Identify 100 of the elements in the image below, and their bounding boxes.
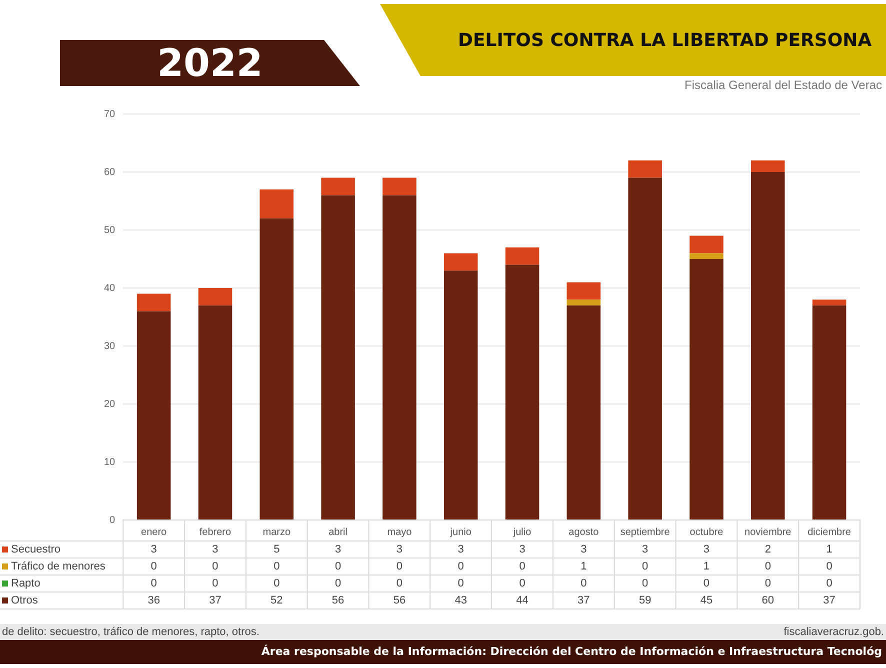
- bar: [382, 195, 416, 520]
- legend-label: Rapto: [11, 578, 40, 590]
- legend-label: Secuestro: [11, 544, 61, 556]
- x-tick-label: febrero: [199, 526, 232, 538]
- bar: [260, 189, 294, 218]
- x-tick-label: enero: [141, 526, 168, 538]
- chart-subtitle: Fiscalia General del Estado de Verac: [684, 78, 882, 92]
- data-label: 0: [274, 578, 280, 590]
- x-tick-label: octubre: [690, 526, 724, 538]
- data-label: 3: [334, 544, 342, 556]
- data-label: 60: [762, 594, 774, 607]
- data-label: 1: [703, 560, 710, 573]
- bar: [321, 195, 355, 520]
- x-tick-label: junio: [449, 526, 472, 538]
- bar: [198, 305, 232, 520]
- data-label: 56: [393, 594, 406, 607]
- data-label: 0: [580, 578, 587, 590]
- data-label: 0: [826, 578, 832, 590]
- data-label: 45: [700, 594, 713, 607]
- bar: [505, 264, 540, 520]
- bar: [566, 305, 601, 520]
- x-tick-label: marzo: [262, 526, 291, 538]
- data-label: 0: [334, 578, 342, 590]
- x-tick-label: mayo: [387, 526, 412, 538]
- data-label: 3: [458, 544, 464, 556]
- bar: [690, 253, 724, 259]
- data-label: 0: [396, 578, 403, 590]
- data-label: 0: [150, 560, 157, 573]
- bar: [260, 218, 294, 520]
- data-label: 3: [580, 544, 587, 556]
- bar: [136, 311, 171, 520]
- data-label: 0: [212, 578, 218, 590]
- bar: [566, 282, 601, 300]
- data-label: 0: [764, 578, 771, 590]
- bar: [198, 288, 232, 306]
- data-label: 44: [516, 594, 528, 607]
- legend-label: Otros: [11, 594, 38, 607]
- text: de delito: secuestro, tráfico de menores, rapto, otros.: [2, 625, 260, 640]
- bar: [751, 160, 785, 172]
- data-label: 0: [642, 578, 648, 590]
- data-label: 0: [458, 560, 464, 573]
- chart-title: DELITOS CONTRA LA LIBERTAD PERSONA: [458, 30, 872, 51]
- text: 2022: [60, 40, 360, 86]
- data-label: 52: [270, 594, 283, 607]
- bar: [566, 300, 601, 306]
- data-label: 3: [642, 544, 648, 556]
- y-tick-label: 70: [104, 108, 116, 120]
- text: Área responsable de la Información: Dirección del Centro de Información e Infraestructura Tecnológ: [261, 645, 883, 658]
- y-tick-label: 40: [104, 282, 116, 294]
- text: fiscaliaveracruz.gob.: [784, 625, 884, 640]
- x-tick-label: julio: [512, 526, 532, 538]
- data-label: 37: [823, 594, 836, 607]
- bar: [690, 236, 724, 254]
- y-tick-label: 50: [104, 224, 116, 236]
- data-label: 0: [334, 560, 342, 573]
- data-label: 0: [396, 560, 403, 573]
- bar: [751, 172, 785, 520]
- data-label: 2: [764, 544, 771, 556]
- data-label: 0: [826, 560, 832, 573]
- x-tick-label: agosto: [568, 526, 600, 538]
- bar: [321, 178, 355, 196]
- data-label: 0: [519, 578, 526, 590]
- x-tick-label: septiembre: [620, 526, 670, 538]
- data-label: 5: [274, 544, 280, 556]
- y-tick-label: 20: [104, 398, 116, 410]
- data-label: 59: [638, 594, 652, 607]
- data-label: 0: [519, 560, 526, 573]
- data-label: 0: [764, 560, 771, 573]
- bar: [690, 259, 724, 520]
- data-label: 3: [703, 544, 710, 556]
- bar: [812, 300, 846, 306]
- data-label: 37: [578, 594, 590, 607]
- data-label: 0: [274, 560, 280, 573]
- data-label: 37: [209, 594, 222, 607]
- data-label: 0: [703, 578, 710, 590]
- data-label: 56: [332, 594, 344, 607]
- data-label: 0: [150, 578, 157, 590]
- bar: [812, 305, 846, 520]
- bar: [444, 270, 478, 520]
- y-tick-label: 10: [104, 456, 116, 468]
- data-label: 1: [826, 544, 832, 556]
- x-tick-label: diciembre: [808, 526, 852, 538]
- bar: [505, 247, 540, 265]
- data-label: 3: [396, 544, 403, 556]
- legend-label: Tráfico de menores: [11, 560, 106, 573]
- data-label: 0: [642, 560, 648, 573]
- bar: [444, 253, 478, 271]
- data-label: 3: [150, 544, 157, 556]
- bar: [136, 294, 171, 312]
- x-tick-label: noviembre: [744, 526, 792, 538]
- bar: [628, 160, 662, 178]
- data-label: 3: [212, 544, 218, 556]
- y-tick-label: 0: [110, 514, 116, 526]
- bar: [382, 178, 416, 196]
- data-label: 36: [148, 594, 160, 607]
- data-label: 0: [458, 578, 464, 590]
- x-tick-label: abril: [328, 526, 348, 538]
- y-tick-label: 30: [104, 340, 116, 352]
- data-label: 43: [454, 594, 467, 607]
- data-label: 0: [212, 560, 218, 573]
